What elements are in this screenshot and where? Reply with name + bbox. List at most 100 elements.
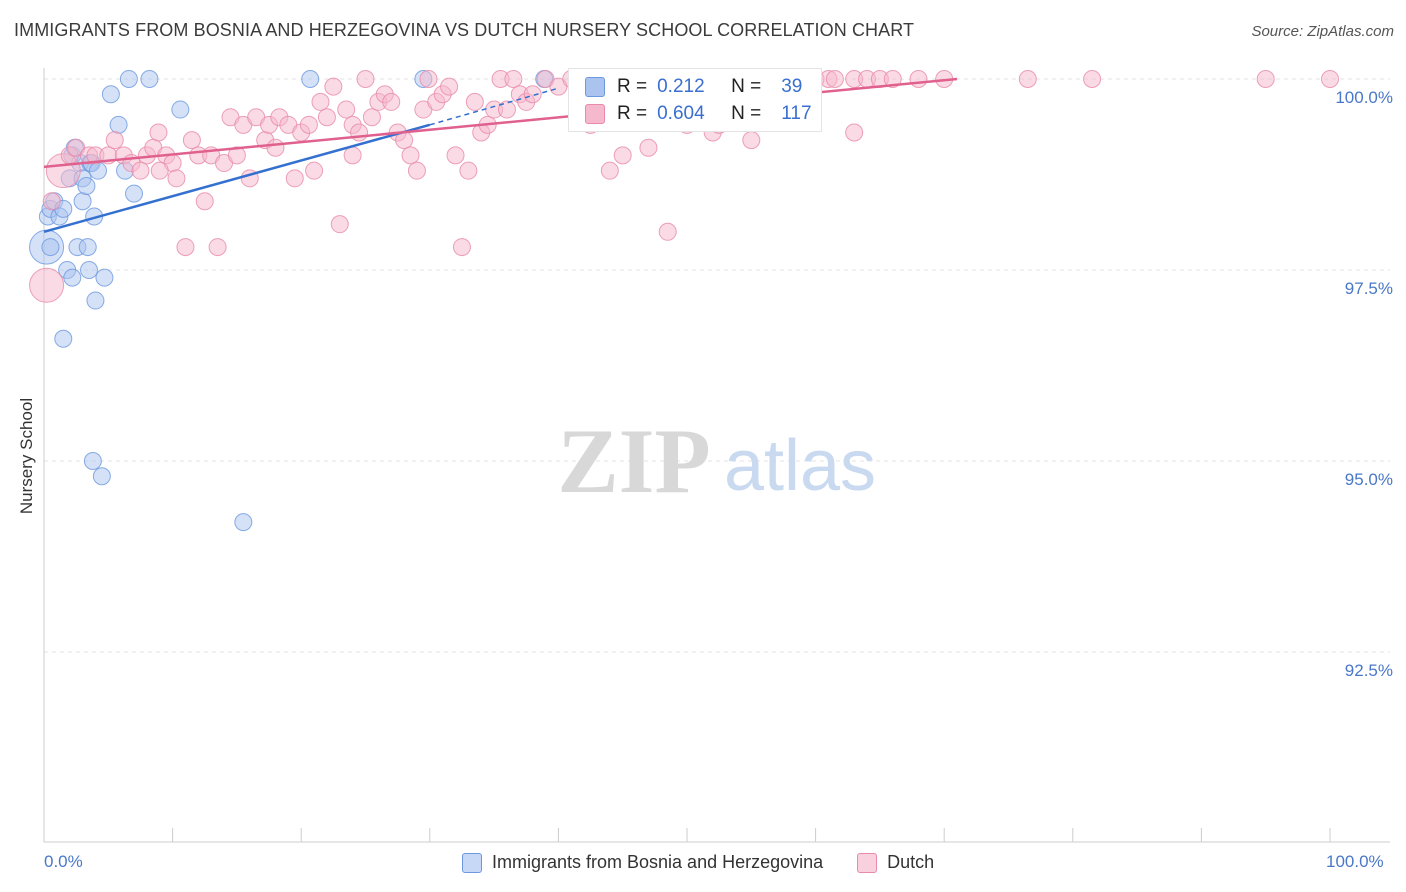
bosnia-point [41,238,60,257]
dutch-point [350,123,369,142]
dutch-point [324,77,343,96]
dutch-point [317,108,336,127]
dutch-point [504,70,523,88]
bosnia-point [109,115,128,134]
dutch-point [337,100,356,119]
bosnia-point [78,238,97,257]
dutch-point [227,146,246,165]
dutch-point [639,138,658,157]
stats-r-label: R = [617,103,648,124]
dutch-point [105,131,124,150]
dutch-point [883,70,902,88]
chart-source: Source: ZipAtlas.com [1251,23,1394,40]
legend-label-dutch: Dutch [887,852,935,872]
dutch-point [208,238,227,257]
stats-row-bosnia: R = 0.212 N = 39 [585,76,802,98]
dutch-point [182,131,201,150]
stats-r-value: 0.212 [657,76,705,97]
dutch-point [523,85,542,104]
stats-swatch-blue [585,77,605,97]
dutch-point [407,161,426,180]
dutch-point [419,70,438,88]
dutch-point [362,108,381,127]
y-tick-label: 97.5% [1345,279,1393,298]
bosnia-point [119,70,138,88]
dutch-point [305,161,324,180]
bosnia-point [83,452,102,470]
bosnia-point [140,70,159,88]
bosnia-point [125,184,144,203]
watermark-zip: ZIP [557,410,710,512]
legend-swatch-pink [857,852,878,873]
dutch-point [1321,70,1339,88]
dutch-point [742,131,761,150]
correlation-stats-box: R = 0.212 N = 39 R = 0.604 N = 117 [568,68,822,132]
chart-title: IMMIGRANTS FROM BOSNIA AND HERZEGOVINA V… [14,20,915,40]
bosnia-point [54,329,73,348]
dutch-point [195,192,214,211]
stats-row-dutch: R = 0.604 N = 117 [585,103,812,125]
dutch-point [176,238,195,257]
dutch-point [149,123,168,142]
dutch-point [452,238,471,257]
bosnia-point [80,261,99,279]
dutch-point [330,215,349,234]
dutch-point [658,222,677,241]
bosnia-point [86,291,105,310]
legend-item-bosnia[interactable]: Immigrants from Bosnia and Herzegovina [462,852,823,873]
bosnia-point [171,100,190,119]
stats-n-value: 39 [781,76,803,97]
stats-n-label: N = [731,103,762,124]
bosnia-trend-extension [429,87,559,126]
dutch-point [465,92,484,111]
dutch-point [1018,70,1037,88]
watermark-atlas: atlas [724,426,876,506]
dutch-point [131,161,150,180]
bosnia-point [89,161,108,180]
dutch-point [446,146,465,165]
dutch-point [343,146,362,165]
y-tick-label: 100.0% [1335,88,1393,107]
bosnia-point [92,467,111,486]
grid-lines [44,78,1390,653]
dutch-point [150,161,169,180]
y-tick-label: 95.0% [1345,470,1393,489]
chart-legend: Immigrants from Bosnia and Herzegovina D… [462,852,958,873]
dutch-point [401,146,420,165]
y-tick-labels: 92.5% 95.0% 97.5% 100.0% [1335,88,1393,680]
dutch-point [613,146,632,165]
dutch-point [285,169,304,188]
bosnia-point [73,192,92,211]
stats-n-label: N = [731,76,762,97]
dutch-point [356,70,375,88]
x-tick-label-min: 0.0% [44,852,83,871]
dutch-point [42,192,61,211]
dutch-point [909,70,928,88]
bosnia-trend-line [43,123,431,234]
bosnia-point [301,70,320,88]
dutch-point [845,123,864,142]
bosnia-point [63,268,82,287]
dutch-point [29,267,65,303]
bosnia-point [95,268,114,287]
legend-item-dutch[interactable]: Dutch [857,852,934,873]
stats-swatch-pink [585,104,605,124]
x-tick-label-max: 100.0% [1326,852,1384,871]
dutch-point [299,115,318,134]
zipatlas-watermark: ZIP atlas [557,410,876,512]
bosnia-point [234,513,253,532]
legend-label-bosnia: Immigrants from Bosnia and Herzegovina [492,852,824,872]
dutch-point [459,161,478,180]
bosnia-point [101,85,120,104]
dutch-point [382,92,401,111]
dutch-point [167,169,186,188]
stats-n-value: 117 [781,103,812,124]
dutch-point [1256,70,1275,88]
legend-swatch-blue [462,852,482,873]
stats-r-value: 0.604 [657,103,705,124]
bosnia-point [77,176,96,195]
dutch-point [440,77,459,96]
dutch-point [600,161,619,180]
dutch-point [1083,70,1102,88]
dutch-point [311,92,330,111]
